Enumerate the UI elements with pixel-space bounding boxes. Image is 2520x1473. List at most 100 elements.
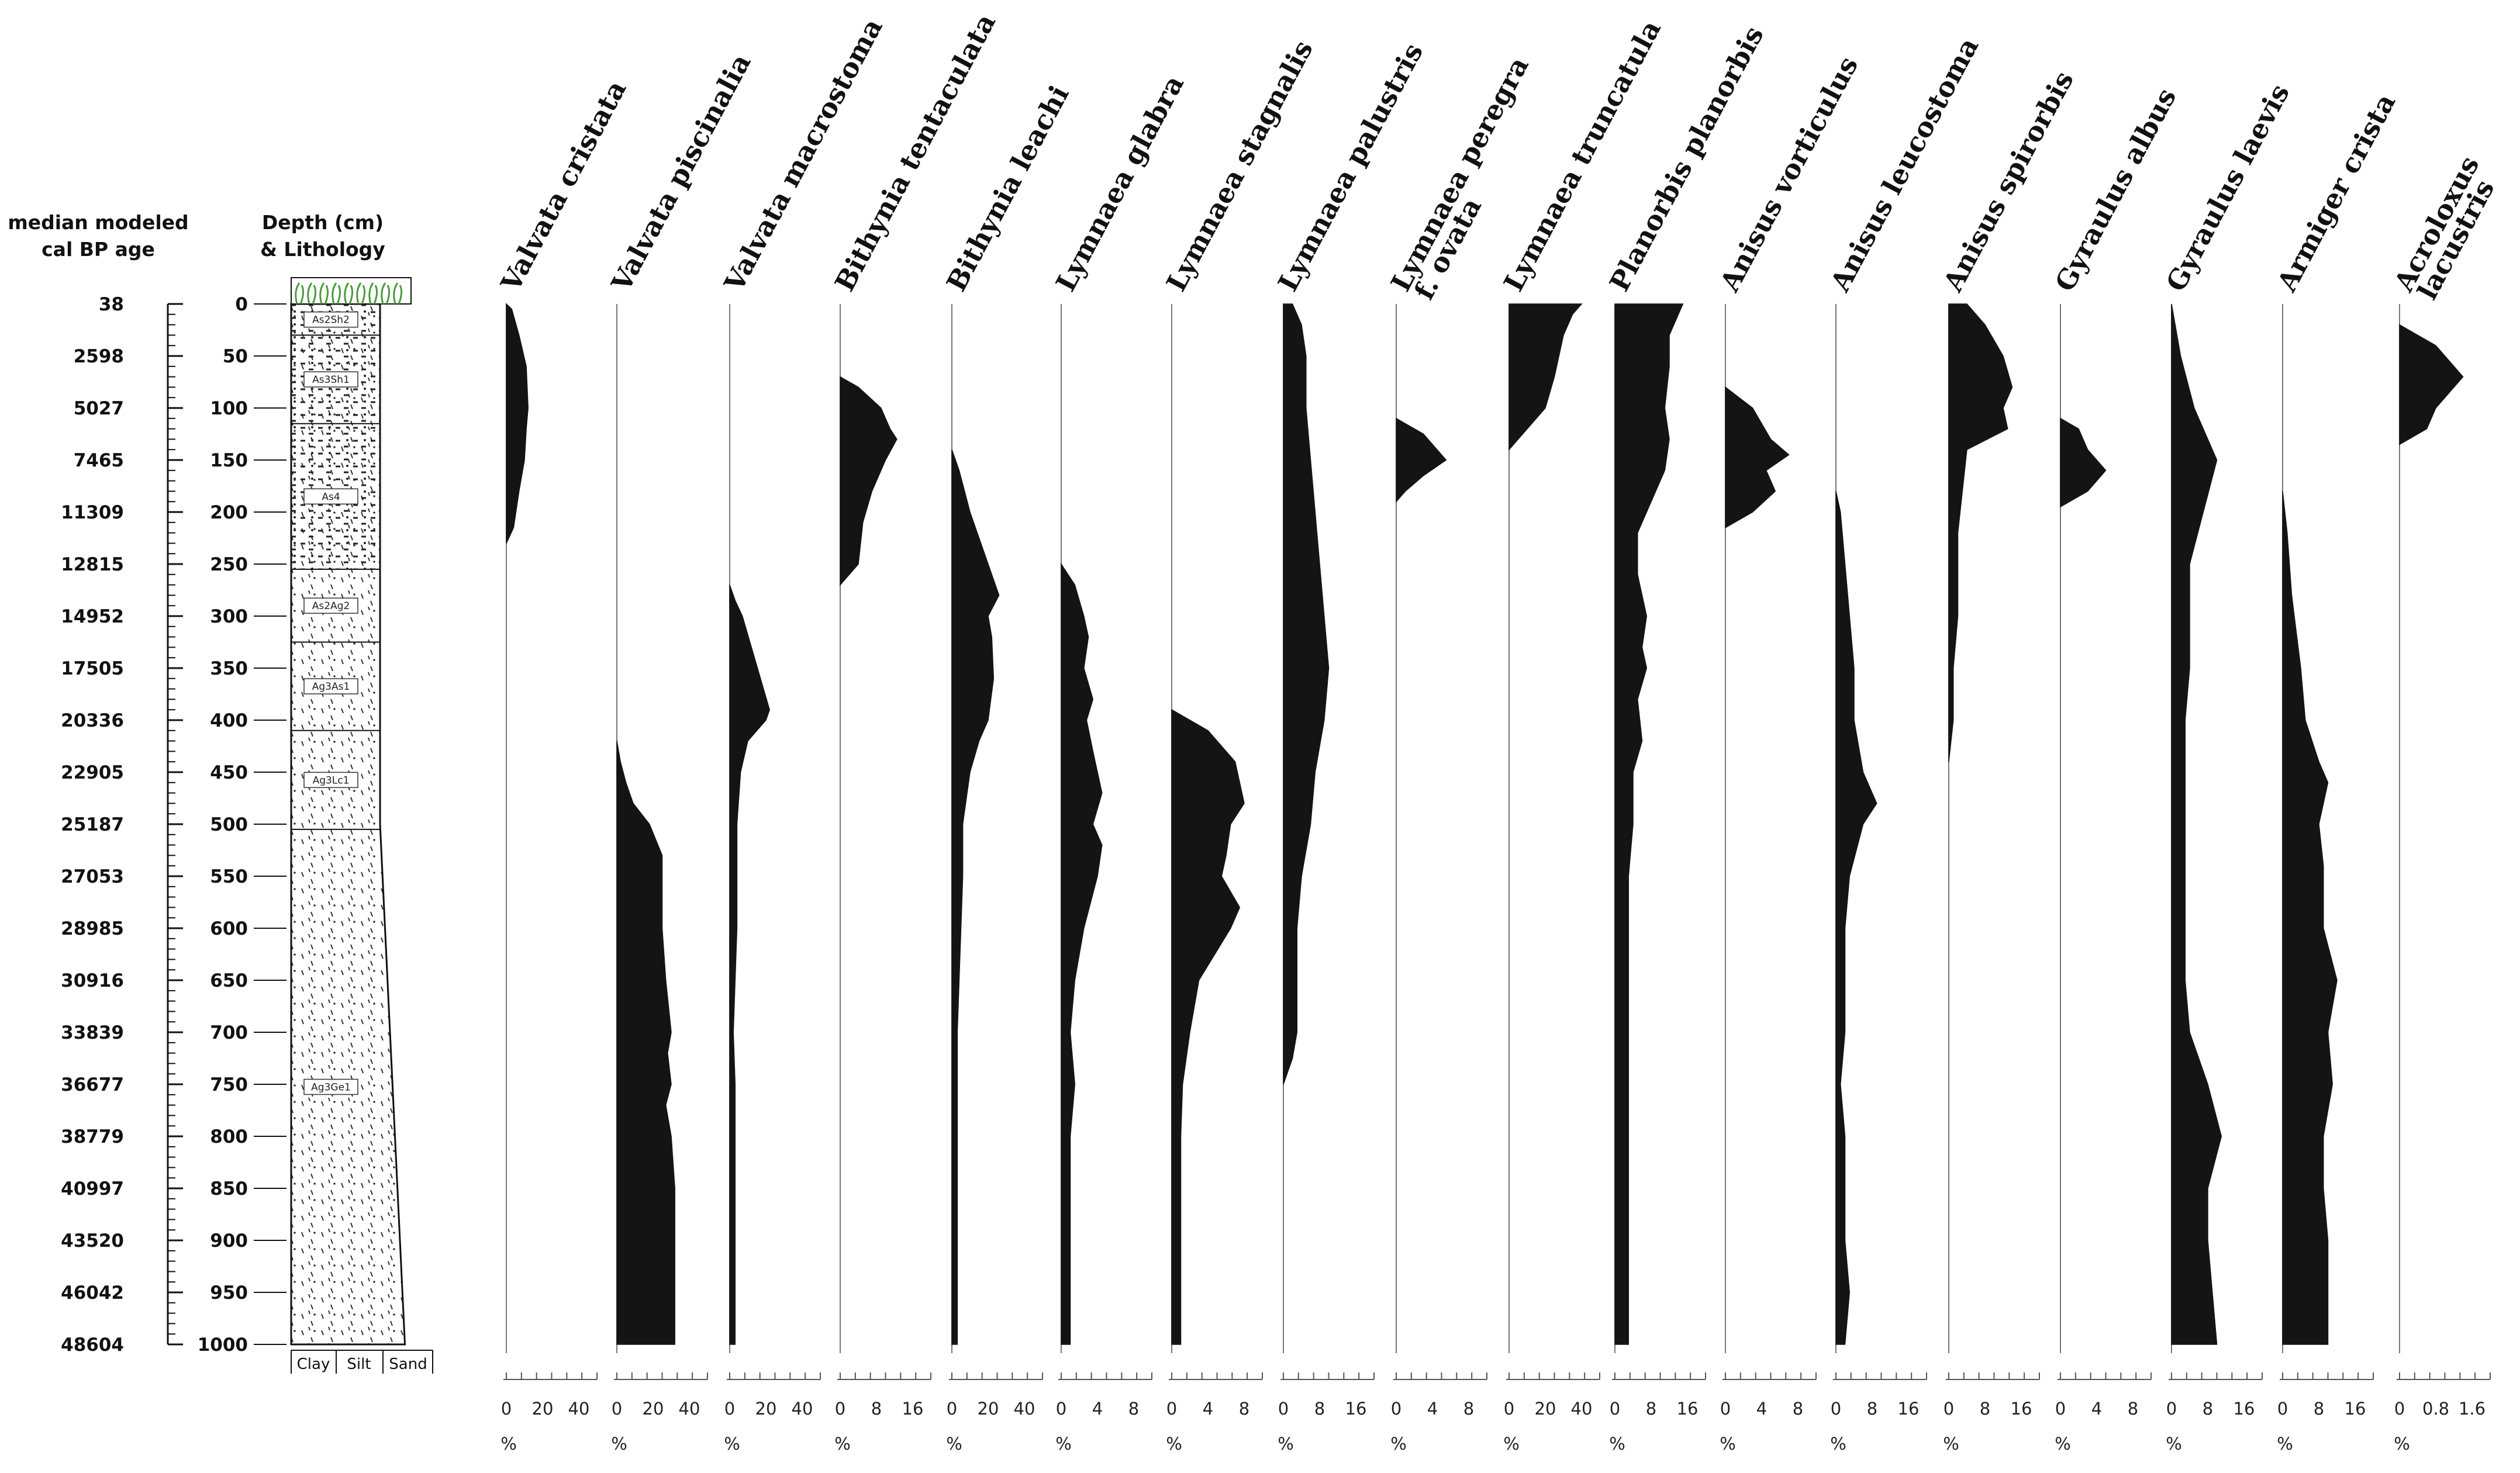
- grain-size-label: Sand: [389, 1356, 427, 1373]
- x-tick-label: 4: [1203, 1399, 1213, 1419]
- x-tick-label: 8: [1793, 1399, 1803, 1419]
- x-tick-label: 4: [2091, 1399, 2102, 1419]
- taxon-area: [1396, 417, 1447, 503]
- depth-tick-label: 350: [210, 658, 248, 679]
- vegetation-mark: [295, 282, 305, 305]
- x-tick-label: 8: [1463, 1399, 1474, 1419]
- x-tick-label: 40: [792, 1399, 813, 1419]
- depth-tick-label: 300: [210, 606, 248, 627]
- x-tick-label: 0: [724, 1399, 735, 1419]
- lithology-code: Ag3As1: [312, 681, 350, 693]
- x-tick-label: 20: [755, 1399, 777, 1419]
- x-tick-label: 8: [1980, 1399, 1990, 1419]
- x-unit-label: %: [1166, 1434, 1182, 1454]
- x-unit-label: %: [1278, 1434, 1294, 1454]
- x-tick-label: 0: [1056, 1399, 1066, 1419]
- depth-tick-label: 100: [210, 398, 248, 419]
- lithology-code-box: [303, 311, 358, 328]
- depth-tick-label: 550: [210, 866, 248, 887]
- depth-tick-label: 800: [210, 1126, 248, 1147]
- age-tick-label: 5027: [74, 398, 124, 419]
- lithology-column: As2Sh2 As3Sh1 As4 As2Ag2 Ag3As1 Ag3Lc1 Ag3Ge1 C…: [290, 277, 433, 1374]
- x-tick-label: 0: [2394, 1399, 2405, 1419]
- x-tick-label: 0.8: [2422, 1399, 2449, 1419]
- x-tick-label: 0: [1831, 1399, 1841, 1419]
- age-tick-label: 25187: [61, 814, 124, 835]
- lithology-code: As2Sh2: [312, 314, 350, 326]
- age-tick-label: 43520: [61, 1230, 124, 1251]
- x-tick-label: 0: [1720, 1399, 1731, 1419]
- lithology-code: Ag3Ge1: [311, 1081, 351, 1093]
- taxon-panel: Gyraulus albus 0 4 8%: [2049, 83, 2182, 1454]
- depth-header-line1: Depth (cm): [262, 211, 384, 234]
- x-unit-label: %: [1830, 1434, 1846, 1454]
- x-unit-label: %: [2394, 1434, 2410, 1454]
- x-tick-label: 20: [532, 1399, 554, 1419]
- taxon-name: Gyraulus laevis: [2160, 79, 2295, 296]
- lithology-code-box: [303, 678, 358, 694]
- depth-tick-label: 750: [210, 1074, 248, 1095]
- x-tick-label: 40: [1014, 1399, 1035, 1419]
- vegetation-mark: [381, 282, 391, 305]
- x-tick-label: 8: [2203, 1399, 2213, 1419]
- x-tick-label: 16: [1677, 1399, 1699, 1419]
- age-tick-label: 33839: [61, 1022, 124, 1043]
- x-unit-label: %: [1609, 1434, 1625, 1454]
- taxon-name: Lymnaea glabra: [1050, 70, 1190, 296]
- age-tick-label: 48604: [61, 1334, 124, 1356]
- vegetation-mark: [307, 282, 317, 305]
- taxon-name: Gyraulus albus: [2049, 83, 2182, 296]
- x-tick-label: 16: [902, 1399, 924, 1419]
- age-tick-label: 11309: [61, 502, 124, 523]
- lithology-code: As4: [322, 491, 340, 503]
- taxon-panel: Armiger crista 0 8 16%: [2271, 88, 2402, 1454]
- lithology-organic-fill: [291, 304, 380, 569]
- taxon-name: Bithynia leachi: [940, 80, 1075, 296]
- x-tick-label: 8: [1646, 1399, 1656, 1419]
- headers: median modeled cal BP age Depth (cm) & Lith…: [8, 211, 385, 261]
- x-unit-label: %: [946, 1434, 962, 1454]
- depth-header-line2: & Lithology: [260, 238, 385, 261]
- depth-tick-label: 150: [210, 450, 248, 471]
- age-tick-label: 14952: [61, 606, 124, 627]
- x-tick-label: 0: [2277, 1399, 2288, 1419]
- age-tick-label: 12815: [61, 554, 124, 575]
- x-tick-label: 0: [1610, 1399, 1620, 1419]
- x-tick-label: 20: [978, 1399, 999, 1419]
- taxon-panel: Gyraulus laevis 0 8 16%: [2160, 79, 2295, 1454]
- lithology-code: As3Sh1: [312, 374, 350, 386]
- age-tick-label: 27053: [61, 866, 124, 887]
- taxon-area: [1948, 303, 2013, 762]
- x-tick-label: 16: [2234, 1399, 2255, 1419]
- x-tick-label: 0: [2055, 1399, 2066, 1419]
- x-tick-label: 0: [501, 1399, 512, 1419]
- x-unit-label: %: [611, 1434, 627, 1454]
- grain-size-label: Clay: [297, 1356, 330, 1373]
- x-tick-label: 0: [2166, 1399, 2177, 1419]
- taxon-area: [1283, 303, 1330, 1085]
- age-tick-label: 22905: [61, 762, 124, 783]
- x-tick-label: 40: [568, 1399, 590, 1419]
- age-header-line1: median modeled: [8, 211, 188, 234]
- taxon-name: Valvata cristata: [495, 75, 633, 297]
- x-unit-label: %: [724, 1434, 740, 1454]
- age-tick-label: 17505: [61, 658, 124, 679]
- x-tick-label: 4: [1092, 1399, 1103, 1419]
- age-tick-label: 7465: [74, 450, 124, 471]
- depth-tick-label: 250: [210, 554, 248, 575]
- depth-tick-label: 700: [210, 1022, 248, 1043]
- taxon-area: [2282, 491, 2338, 1345]
- x-tick-label: 8: [1128, 1399, 1139, 1419]
- x-unit-label: %: [834, 1434, 851, 1454]
- taxon-area: [1171, 708, 1245, 1345]
- taxon-area: [1725, 386, 1790, 528]
- x-tick-label: 16: [2345, 1399, 2366, 1419]
- lithology-code-box: [303, 597, 358, 614]
- x-tick-label: 0: [612, 1399, 622, 1419]
- age-tick-label: 38: [99, 294, 124, 315]
- taxon-area: [1835, 491, 1877, 1345]
- depth-tick-label: 900: [210, 1230, 248, 1251]
- x-tick-label: 40: [679, 1399, 700, 1419]
- lithology-code-box: [303, 1078, 358, 1095]
